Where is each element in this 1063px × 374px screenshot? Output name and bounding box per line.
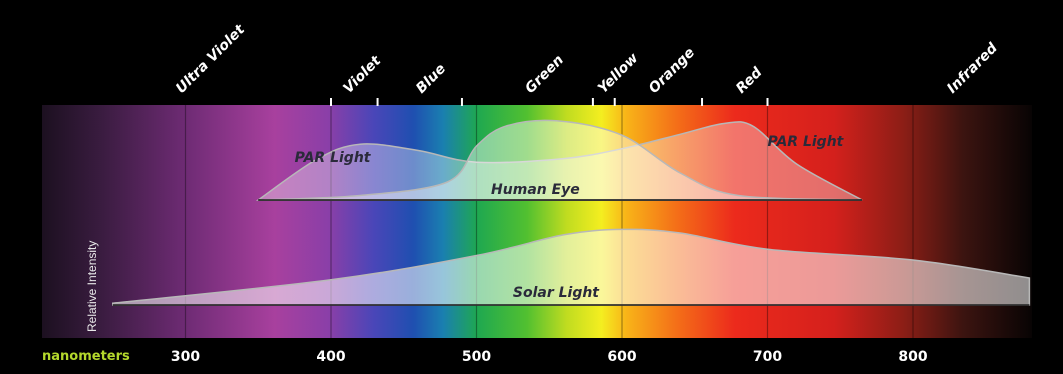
x-axis-label: nanometers [42,349,130,364]
band-ticks [330,98,769,106]
x-tick-label-600: 600 [607,349,636,365]
x-tick-label-300: 300 [171,349,200,365]
band-label-green: Green [522,52,567,97]
band-label-ultra-violet: Ultra Violet [173,21,249,97]
band-label-yellow: Yellow [595,50,642,97]
x-tick-label-500: 500 [462,349,491,365]
series-label-par-light-2: PAR Light [768,134,845,150]
band-label-blue: Blue [413,61,449,97]
area-solar-light [112,228,1031,306]
band-label-red: Red [733,64,766,97]
x-tick-label-400: 400 [316,349,345,365]
area-series [112,119,1031,306]
series-label-solar-light: Solar Light [513,285,600,301]
band-labels: Ultra Violet Violet Blue Green Yellow Orange R… [173,21,1001,97]
band-label-orange: Orange [646,45,698,97]
y-axis-label: Relative Intensity [85,241,99,332]
band-label-violet: Violet [340,52,385,97]
series-labels: Solar Light PAR Light PAR Light Human Eye [295,134,845,301]
area-par-light [255,121,863,201]
series-label-par-light: PAR Light [295,150,372,166]
x-tick-label-700: 700 [753,349,782,365]
x-tick-labels: 300 400 500 600 700 800 [171,349,928,365]
series-label-human-eye: Human Eye [491,182,580,198]
band-label-infrared: Infrared [944,40,1001,97]
area-human-eye [258,119,863,201]
x-tick-label-800: 800 [898,349,927,365]
